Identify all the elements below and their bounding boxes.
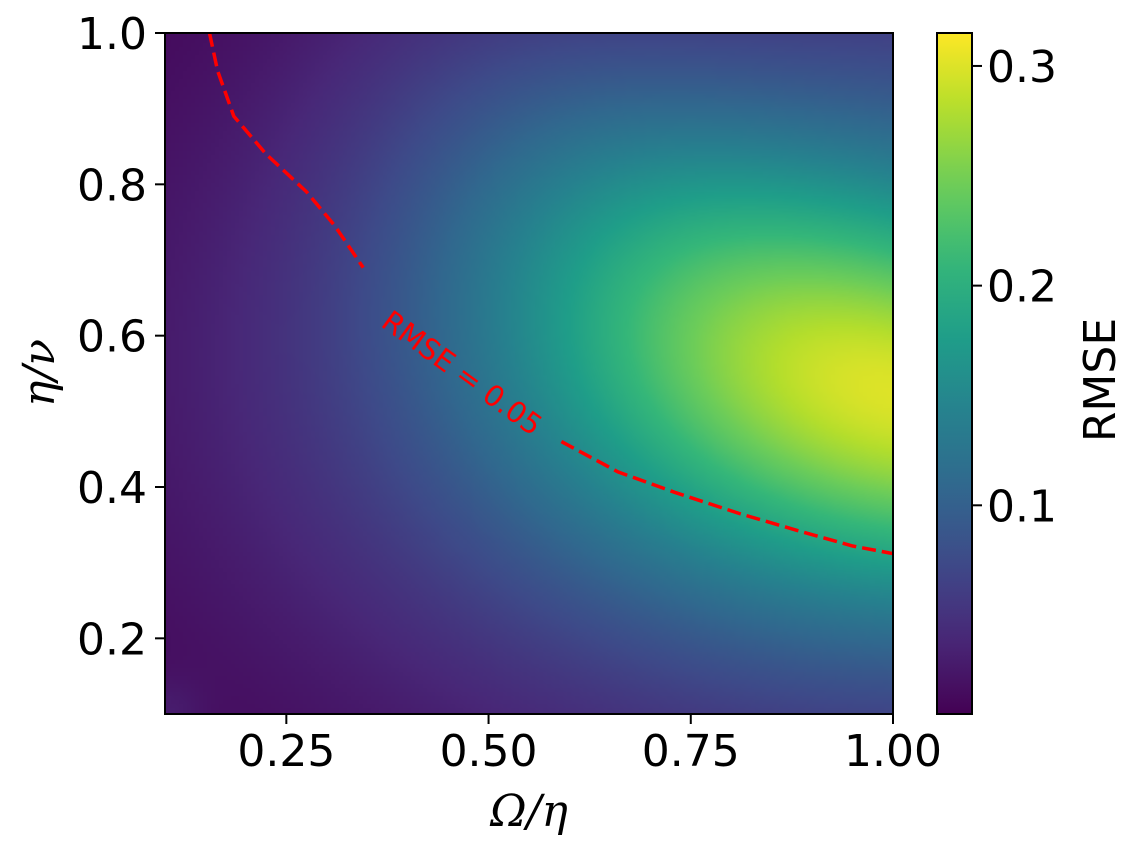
heatmap-field [165,33,893,714]
y-tick-label: 0.4 [77,463,147,514]
y-axis-label: η/ν [14,339,65,407]
x-tick-label: 1.00 [844,726,942,777]
plot-area: RMSE = 0.05 [164,32,894,715]
colorbar-gradient [936,32,973,715]
colorbar-label: RMSE [1075,318,1126,442]
x-tick-label: 0.75 [642,726,740,777]
contour-line [207,33,893,556]
x-tick-label: 0.50 [440,726,538,777]
plot-frame [164,32,894,715]
x-axis-ticks: 0.25 0.50 0.75 1.00 [237,714,942,777]
y-tick-label: 0.8 [77,160,147,211]
colorbar: 0.1 0.2 0.3 RMSE [936,32,1126,715]
colorbar-tick-label: 0.3 [987,42,1057,93]
y-axis-ticks: 0.2 0.4 0.6 0.8 1.0 [77,9,165,665]
x-axis-label: Ω/η [489,786,568,837]
colorbar-ticks: 0.1 0.2 0.3 [972,42,1057,532]
y-tick-label: 0.6 [77,312,147,363]
y-tick-label: 0.2 [77,614,147,665]
colorbar-tick-label: 0.2 [987,262,1057,313]
x-tick-label: 0.25 [237,726,335,777]
y-tick-label: 1.0 [77,9,147,60]
colorbar-tick-label: 0.1 [987,481,1057,532]
